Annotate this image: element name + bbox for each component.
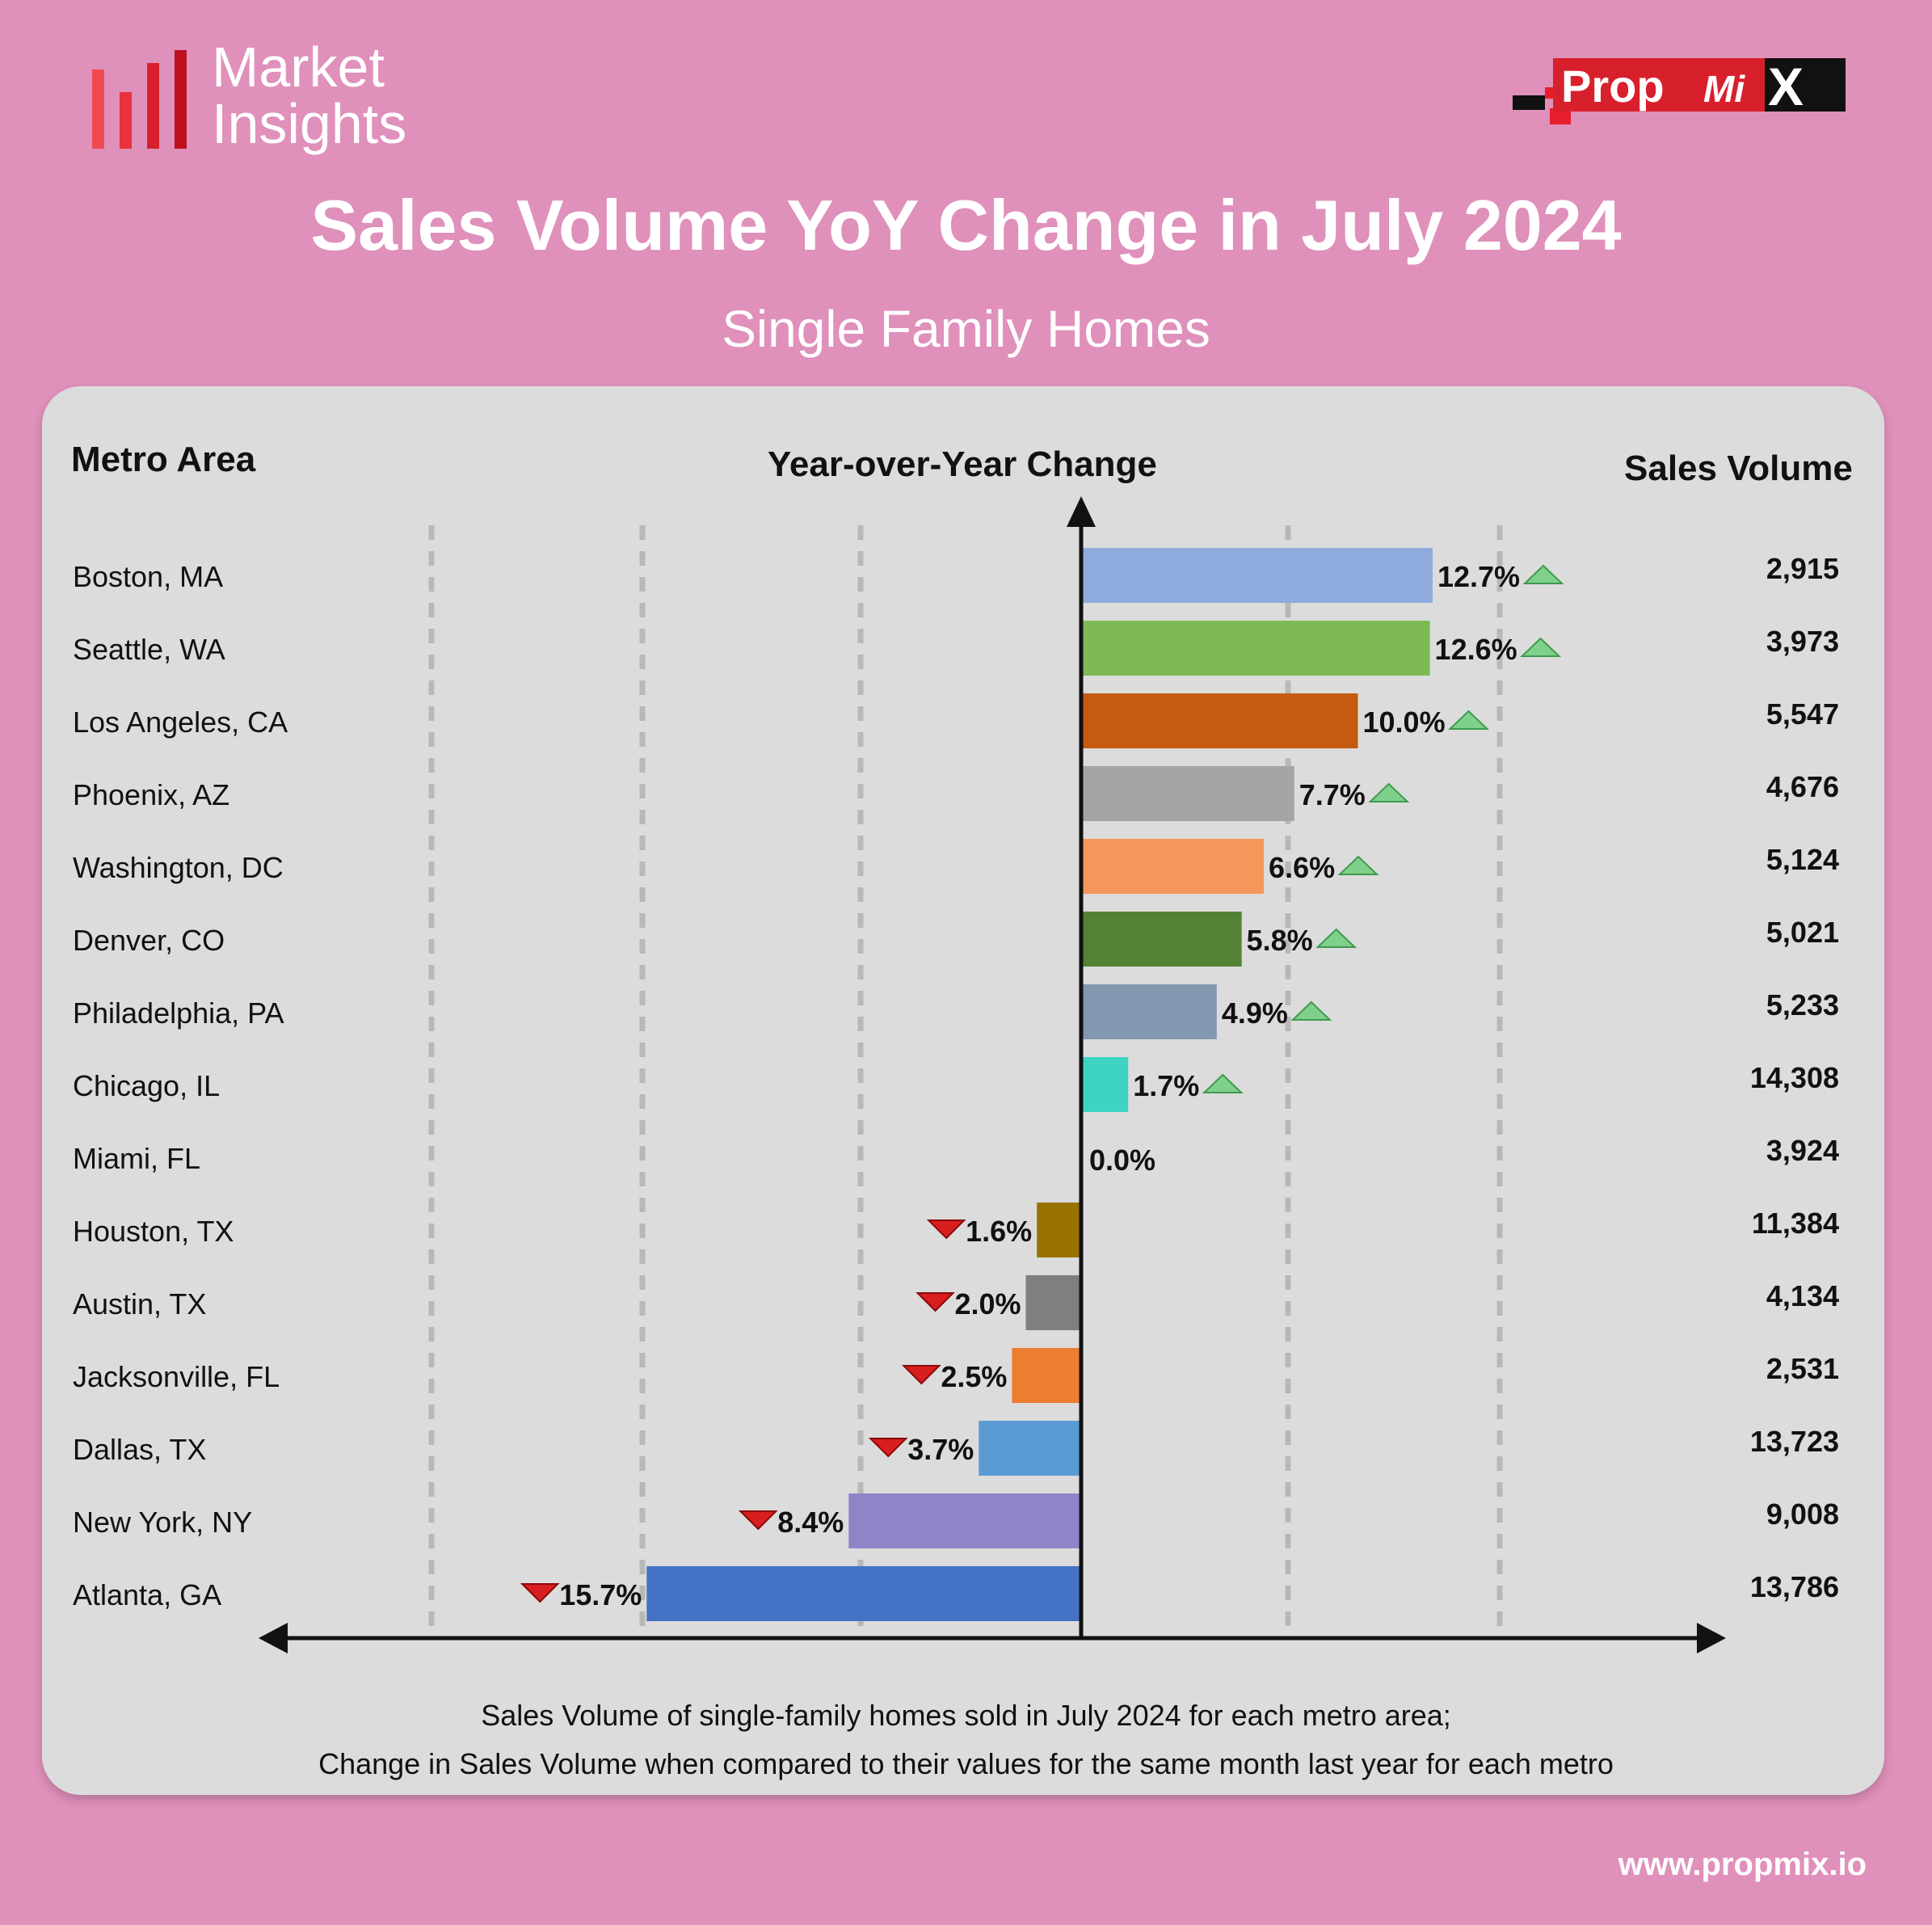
bar-houston-tx bbox=[1037, 1203, 1081, 1257]
up-arrow-icon bbox=[1448, 710, 1489, 730]
brand-line-1: Market bbox=[212, 36, 385, 99]
down-arrow-icon bbox=[520, 1583, 560, 1603]
sales-volume-value: 11,384 bbox=[1752, 1207, 1839, 1240]
yoy-change-header: Year-over-Year Change bbox=[768, 444, 1157, 484]
value-label: 4.9% bbox=[1222, 996, 1288, 1030]
logo-text-prop: Prop bbox=[1561, 61, 1665, 112]
chart-panel bbox=[42, 386, 1884, 1795]
sales-volume-header: Sales Volume bbox=[1624, 449, 1853, 488]
metro-label: Philadelphia, PA bbox=[73, 996, 284, 1030]
bar-washington-dc bbox=[1081, 839, 1265, 894]
bar-denver-co bbox=[1081, 912, 1242, 967]
propmix-logo[interactable]: Prop Mi X bbox=[1513, 55, 1846, 128]
sales-volume-value: 14,308 bbox=[1750, 1061, 1839, 1094]
logo-text-mi: Mi bbox=[1703, 68, 1745, 110]
value-label: 7.7% bbox=[1299, 778, 1366, 811]
up-arrow-icon bbox=[1290, 1000, 1332, 1021]
bar-boston-ma bbox=[1081, 548, 1433, 603]
bar-chicago-il bbox=[1081, 1057, 1129, 1112]
value-label: 12.6% bbox=[1435, 633, 1517, 666]
metro-label: Miami, FL bbox=[73, 1142, 200, 1175]
bar-atlanta-ga bbox=[646, 1566, 1081, 1621]
sales-volume-value: 3,924 bbox=[1766, 1134, 1839, 1167]
metro-label: Phoenix, AZ bbox=[73, 778, 229, 811]
sales-volume-value: 13,786 bbox=[1750, 1570, 1839, 1603]
x-axis-left-arrow-icon bbox=[259, 1623, 288, 1653]
sales-volume-value: 4,134 bbox=[1766, 1279, 1839, 1312]
page-title: Sales Volume YoY Change in July 2024 bbox=[310, 185, 1622, 265]
logo-text-x: X bbox=[1768, 57, 1804, 116]
bar-dallas-tx bbox=[979, 1421, 1081, 1476]
value-label: 2.5% bbox=[941, 1360, 1007, 1393]
x-axis-right-arrow-icon bbox=[1697, 1623, 1726, 1653]
metro-label: Boston, MA bbox=[73, 560, 223, 593]
sales-volume-value: 3,973 bbox=[1766, 625, 1839, 658]
up-arrow-icon bbox=[1337, 855, 1379, 875]
bar-philadelphia-pa bbox=[1081, 984, 1217, 1039]
brand-line-2: Insights bbox=[212, 92, 407, 155]
value-label: 10.0% bbox=[1363, 706, 1446, 739]
metro-label: Washington, DC bbox=[73, 851, 284, 884]
value-label: 5.8% bbox=[1247, 924, 1313, 957]
down-arrow-icon bbox=[901, 1365, 941, 1385]
market-insights-bars-icon bbox=[92, 50, 187, 149]
website-link[interactable]: www.propmix.io bbox=[1618, 1847, 1867, 1882]
metro-label: Atlanta, GA bbox=[73, 1578, 221, 1611]
up-arrow-icon bbox=[1202, 1073, 1244, 1093]
down-arrow-icon bbox=[738, 1510, 778, 1531]
up-arrow-icon bbox=[1315, 928, 1357, 948]
up-arrow-icon bbox=[1520, 637, 1562, 657]
value-label: 1.7% bbox=[1133, 1069, 1199, 1102]
bar-new-york-ny bbox=[848, 1493, 1081, 1548]
metro-label: Denver, CO bbox=[73, 924, 225, 957]
up-arrow-icon bbox=[1522, 564, 1564, 584]
metro-label: Chicago, IL bbox=[73, 1069, 220, 1102]
sales-volume-value: 4,676 bbox=[1766, 770, 1839, 803]
value-label: 1.6% bbox=[966, 1215, 1032, 1248]
sales-volume-value: 2,531 bbox=[1766, 1352, 1839, 1385]
value-label: 12.7% bbox=[1437, 560, 1520, 593]
bar-jacksonville-fl bbox=[1012, 1348, 1081, 1403]
y-axis-arrow-icon bbox=[1067, 496, 1096, 527]
bar-phoenix-az bbox=[1081, 766, 1294, 821]
up-arrow-icon bbox=[1368, 782, 1410, 802]
sales-volume-value: 5,233 bbox=[1766, 988, 1839, 1021]
bar-austin-tx bbox=[1025, 1275, 1081, 1330]
sales-volume-value: 2,915 bbox=[1766, 552, 1839, 585]
metro-label: Dallas, TX bbox=[73, 1433, 206, 1466]
sales-volume-value: 13,723 bbox=[1750, 1425, 1839, 1458]
sales-volume-value: 5,547 bbox=[1766, 697, 1839, 731]
down-arrow-icon bbox=[868, 1438, 908, 1458]
value-label: 8.4% bbox=[777, 1506, 844, 1539]
metro-label: Houston, TX bbox=[73, 1215, 234, 1248]
down-arrow-icon bbox=[915, 1292, 955, 1312]
bars-group bbox=[646, 548, 1433, 1621]
grid-lines bbox=[428, 525, 1503, 1636]
sales-volume-value: 9,008 bbox=[1766, 1497, 1839, 1531]
metro-label: New York, NY bbox=[73, 1506, 252, 1539]
metro-label: Austin, TX bbox=[73, 1287, 206, 1321]
down-arrow-icon bbox=[926, 1219, 966, 1240]
metro-area-header: Metro Area bbox=[71, 440, 256, 479]
value-label: 3.7% bbox=[907, 1433, 974, 1466]
value-label: 0.0% bbox=[1089, 1144, 1155, 1177]
metro-label: Jacksonville, FL bbox=[73, 1360, 280, 1393]
sales-volume-value: 5,124 bbox=[1766, 843, 1839, 876]
axes-group bbox=[259, 496, 1726, 1653]
metro-label: Seattle, WA bbox=[73, 633, 225, 666]
metro-label: Los Angeles, CA bbox=[73, 706, 288, 739]
value-label: 2.0% bbox=[954, 1287, 1021, 1321]
value-label: 15.7% bbox=[559, 1578, 642, 1611]
bar-seattle-wa bbox=[1081, 621, 1430, 676]
market-insights-wordmark: Market Insights bbox=[212, 39, 406, 152]
sales-volume-value: 5,021 bbox=[1766, 916, 1839, 949]
bar-los-angeles-ca bbox=[1081, 693, 1358, 748]
value-label: 6.6% bbox=[1269, 851, 1335, 884]
footnote-line-2: Change in Sales Volume when compared to … bbox=[318, 1747, 1614, 1780]
footnote-line-1: Sales Volume of single-family homes sold… bbox=[481, 1699, 1451, 1732]
labels-group: Boston, MA 12.7% 2,915 Seattle, WA 12.6% 3,97… bbox=[73, 552, 1839, 1611]
page-subtitle: Single Family Homes bbox=[722, 300, 1210, 358]
